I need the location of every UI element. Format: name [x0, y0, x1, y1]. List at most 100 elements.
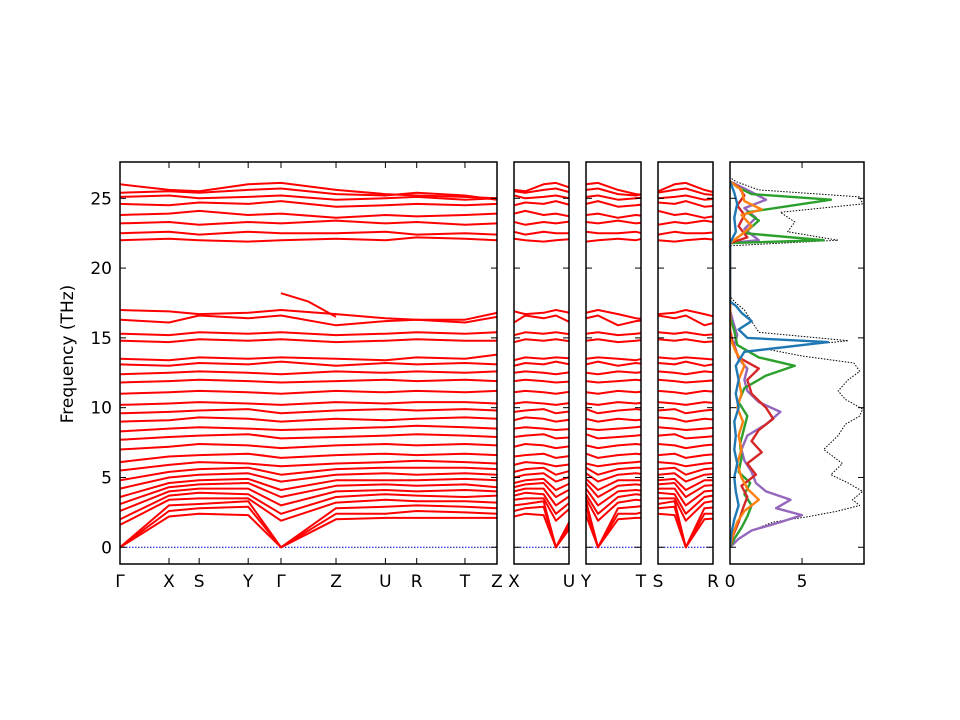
band-4: [514, 497, 569, 522]
plot-area: [120, 181, 497, 549]
band-29: [586, 230, 641, 235]
band-29: [658, 230, 713, 236]
band-4: [658, 497, 713, 522]
band-16: [514, 416, 569, 423]
band-7: [120, 482, 497, 505]
band-27: [586, 309, 641, 320]
band-35: [658, 181, 713, 194]
band-32: [658, 200, 713, 208]
band-branch: [280, 292, 337, 318]
band-31: [658, 209, 713, 219]
y-tick-label: 0: [101, 538, 112, 558]
band-24: [658, 338, 713, 344]
band-29: [514, 230, 569, 236]
band-7: [586, 482, 641, 498]
band-14: [120, 433, 497, 441]
band-24: [120, 338, 497, 344]
band-22: [586, 360, 641, 367]
band-21: [120, 370, 497, 376]
band-26: [514, 314, 569, 324]
x-tick-label: S: [194, 572, 205, 592]
band-16: [586, 417, 641, 423]
band-31: [586, 212, 641, 219]
band-35: [120, 181, 497, 200]
band-2: [514, 505, 569, 549]
band-24: [514, 338, 569, 344]
band-9: [586, 472, 641, 483]
band-19: [120, 389, 497, 395]
band-23: [658, 356, 713, 361]
band-4: [586, 497, 641, 522]
band-3: [586, 500, 641, 549]
band-17: [658, 408, 713, 415]
x-tick-label: U: [379, 572, 391, 592]
x-tick-label: X: [163, 572, 175, 592]
band-35: [586, 181, 641, 196]
band-8: [658, 477, 713, 491]
band-33: [586, 194, 641, 201]
band-27: [120, 309, 497, 321]
band-9: [658, 472, 713, 483]
band-6: [514, 487, 569, 507]
band-5: [514, 491, 569, 515]
band-30: [658, 219, 713, 226]
band-27: [514, 309, 569, 316]
band-34: [514, 187, 569, 194]
x-tick-label: Γ: [115, 572, 125, 592]
band-1: [586, 514, 641, 549]
band-28: [658, 237, 713, 243]
band-2: [658, 505, 713, 549]
band-11: [514, 461, 569, 468]
band-3: [658, 500, 713, 549]
band-6: [120, 487, 497, 512]
band-34: [658, 187, 713, 196]
band-17: [514, 408, 569, 415]
band-7: [658, 482, 713, 498]
band-6: [658, 487, 713, 507]
band-1: [658, 512, 713, 549]
band-26: [120, 314, 497, 327]
band-25: [120, 331, 497, 337]
x-tick-label: Γ: [276, 572, 286, 592]
panel-frame: [729, 161, 865, 565]
band-10: [586, 466, 641, 476]
y-axis-label: Frequency (THz): [58, 285, 78, 424]
band-22: [658, 360, 713, 367]
band-17: [120, 408, 497, 415]
band-11: [120, 459, 497, 472]
x-tick-label: R: [411, 572, 423, 592]
band-18: [586, 401, 641, 406]
band-12: [514, 452, 569, 459]
band-17: [586, 408, 641, 415]
band-32: [586, 200, 641, 208]
band-7: [514, 482, 569, 498]
band-13: [514, 443, 569, 450]
x-tick-label: Y: [580, 572, 592, 592]
band-5: [658, 491, 713, 515]
band-2: [120, 505, 497, 549]
band-21: [514, 370, 569, 376]
panel-frame: [657, 161, 714, 565]
panel-frame: [513, 161, 570, 565]
y-tick-label: 10: [90, 399, 112, 419]
band-3: [514, 500, 569, 549]
band-20: [658, 378, 713, 384]
band-20: [120, 378, 497, 384]
band-26: [586, 314, 641, 327]
band-9: [514, 472, 569, 483]
band-18: [514, 401, 569, 406]
band-30: [586, 219, 641, 225]
x-tick-label: R: [707, 572, 719, 592]
y-tick-label: 5: [101, 468, 112, 488]
band-3: [120, 500, 497, 549]
x-tick-label: U: [563, 572, 575, 592]
x-tick-label: 5: [797, 572, 808, 592]
band-22: [514, 360, 569, 367]
band-12: [120, 452, 497, 464]
band-33: [658, 194, 713, 201]
band-12: [658, 452, 713, 459]
band-29: [120, 230, 497, 236]
